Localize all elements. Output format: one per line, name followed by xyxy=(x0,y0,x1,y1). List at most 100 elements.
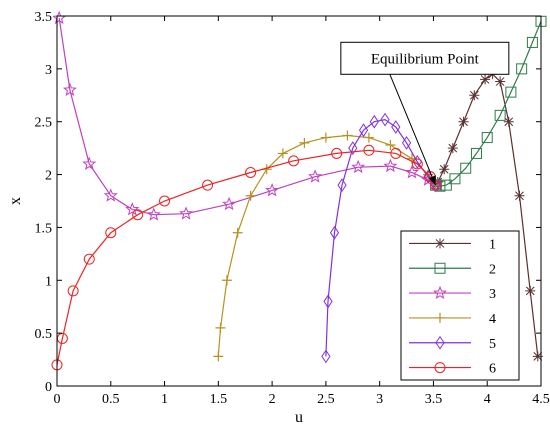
y-tick-label: 2 xyxy=(45,169,52,184)
data-point xyxy=(514,190,525,201)
data-point xyxy=(525,285,536,296)
data-point xyxy=(132,209,144,221)
legend-item: 6 xyxy=(409,362,496,377)
data-point xyxy=(62,82,77,96)
x-tick-label: 3 xyxy=(376,392,383,407)
series-line-6 xyxy=(56,149,437,366)
x-tick-label: 2.5 xyxy=(317,392,335,407)
y-tick-label: 0.5 xyxy=(35,327,53,342)
data-point xyxy=(83,253,95,265)
legend-label: 5 xyxy=(489,337,496,352)
legend-item: 3 xyxy=(409,285,496,302)
data-point xyxy=(358,123,369,138)
data-point xyxy=(299,137,310,148)
data-point xyxy=(516,63,528,75)
series-4 xyxy=(213,130,441,362)
data-point xyxy=(480,74,491,85)
legend-label: 6 xyxy=(489,362,496,377)
data-point xyxy=(103,188,118,202)
annotation-arrow xyxy=(389,74,437,186)
data-point xyxy=(288,155,300,167)
data-point xyxy=(411,158,423,170)
data-point xyxy=(458,116,469,127)
data-point xyxy=(277,148,288,159)
data-point xyxy=(265,183,280,197)
legend-marker xyxy=(434,262,446,274)
data-point xyxy=(380,112,390,127)
data-point xyxy=(460,162,472,174)
data-point xyxy=(348,141,358,156)
data-point xyxy=(245,190,256,201)
legend-label: 4 xyxy=(489,312,496,327)
data-point xyxy=(351,159,366,174)
legend-label: 3 xyxy=(489,287,496,302)
data-point xyxy=(202,179,214,191)
data-point xyxy=(449,173,461,185)
x-tick-label: 4.5 xyxy=(532,392,550,407)
data-point xyxy=(213,351,224,362)
data-point xyxy=(390,147,402,159)
y-axis-ticks: 0 0.5 1 1.5 2 2.5 3 3.5 xyxy=(35,10,541,395)
data-point xyxy=(363,144,375,156)
legend-item: 5 xyxy=(409,335,496,352)
legend-label: 1 xyxy=(489,237,496,252)
legend-label: 2 xyxy=(489,262,496,277)
data-point xyxy=(434,180,446,192)
data-point xyxy=(222,196,237,211)
data-point xyxy=(383,158,398,173)
y-tick-label: 2.5 xyxy=(35,116,53,131)
y-tick-label: 1 xyxy=(45,274,52,289)
data-point xyxy=(342,130,353,141)
data-point xyxy=(401,135,412,150)
annotation-layer: Equilibrium Point xyxy=(340,41,510,186)
data-point xyxy=(308,169,323,183)
legend: 1 2 3 4 5 6 xyxy=(400,230,520,381)
data-point xyxy=(404,165,419,179)
legend-item: 4 xyxy=(409,312,496,327)
legend-marker xyxy=(435,312,445,323)
data-point xyxy=(215,322,226,333)
data-point xyxy=(391,120,401,134)
legend-marker xyxy=(432,285,448,300)
data-point xyxy=(232,227,243,238)
data-point xyxy=(320,132,331,143)
series-2 xyxy=(430,15,547,192)
legend-item: 1 xyxy=(409,237,496,252)
x-axis-ticks: 0 0.5 1 1.5 2 2.5 3 3.5 4 4.5 xyxy=(54,16,550,407)
data-point xyxy=(481,132,493,144)
data-point xyxy=(159,195,171,207)
data-point xyxy=(82,156,97,170)
legend-item: 2 xyxy=(409,262,496,277)
annotation-label: Equilibrium Point xyxy=(371,51,480,67)
y-axis-label: x xyxy=(7,197,24,205)
series-6 xyxy=(51,144,442,371)
x-tick-label: 4 xyxy=(484,392,491,407)
x-tick-label: 1 xyxy=(161,392,168,407)
x-tick-label: 1.5 xyxy=(210,392,228,407)
data-point xyxy=(495,76,506,87)
legend-box xyxy=(400,230,520,381)
data-point xyxy=(329,225,340,240)
data-point xyxy=(179,206,194,220)
annotation-box xyxy=(340,41,510,75)
x-axis-label: u xyxy=(295,409,303,426)
data-point xyxy=(67,285,79,297)
data-point xyxy=(439,164,450,175)
data-point xyxy=(526,36,538,48)
y-tick-label: 0 xyxy=(45,380,52,395)
data-point xyxy=(245,166,257,178)
data-point xyxy=(363,132,374,143)
data-point xyxy=(503,116,514,127)
y-tick-label: 1.5 xyxy=(35,221,53,236)
annotation-arrowhead xyxy=(428,175,436,186)
data-point xyxy=(430,178,441,193)
data-point xyxy=(369,114,379,129)
x-tick-label: 2 xyxy=(269,392,276,407)
series-layer xyxy=(51,10,547,371)
series-line-3 xyxy=(58,18,436,216)
data-point xyxy=(221,275,232,286)
x-tick-label: 0.5 xyxy=(102,392,120,407)
data-point xyxy=(470,147,482,159)
plot-frame xyxy=(56,15,542,387)
